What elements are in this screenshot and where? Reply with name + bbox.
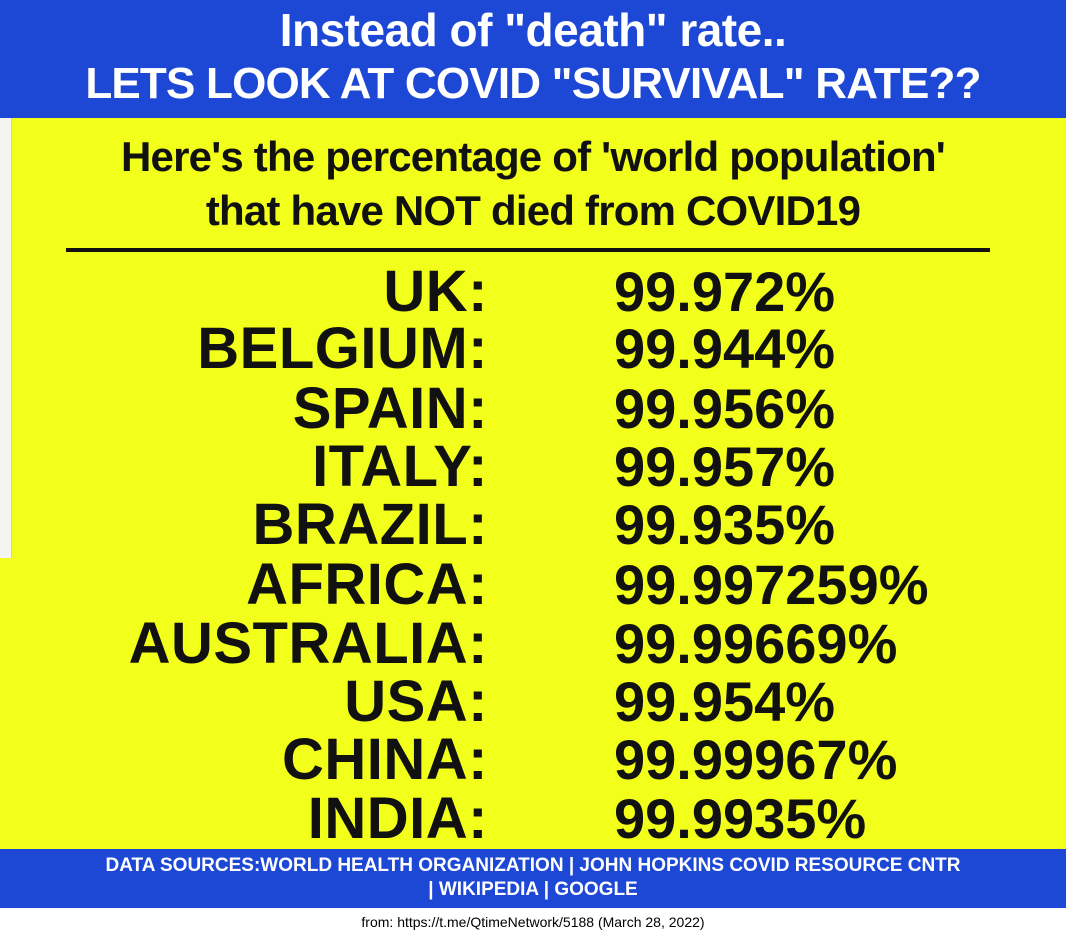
survival-rate: 99.935% xyxy=(614,493,836,556)
country-label: CHINA: xyxy=(282,727,488,792)
survival-rate: 99.956% xyxy=(614,377,836,440)
survival-rate: 99.972% xyxy=(614,260,836,323)
list-item: SPAIN: 99.956% xyxy=(0,379,1066,439)
survival-rate: 99.944% xyxy=(614,317,836,380)
header-band: Instead of "death" rate.. LETS LOOK AT C… xyxy=(0,0,1066,118)
subtitle-line-2: that have NOT died from COVID19 xyxy=(205,187,861,234)
list-item: AFRICA: 99.997259% xyxy=(0,555,1066,615)
source-caption: from: https://t.me/QtimeNetwork/5188 (Ma… xyxy=(361,914,705,930)
list-item: ITALY: 99.957% xyxy=(0,437,1066,497)
list-item: INDIA: 99.9935% xyxy=(0,789,1066,849)
list-item: BRAZIL: 99.935% xyxy=(0,495,1066,555)
survival-rate: 99.954% xyxy=(614,670,836,733)
country-label: AUSTRALIA: xyxy=(128,611,488,676)
country-label: BELGIUM: xyxy=(197,316,488,381)
survival-rate: 99.957% xyxy=(614,435,836,498)
country-label: AFRICA: xyxy=(246,552,488,617)
infographic: Instead of "death" rate.. LETS LOOK AT C… xyxy=(0,0,1066,908)
subtitle: Here's the percentage of 'world populati… xyxy=(0,130,1066,238)
survival-rate: 99.99967% xyxy=(614,728,898,791)
header-line-2: LETS LOOK AT COVID "SURVIVAL" RATE?? xyxy=(85,59,981,108)
country-label: SPAIN: xyxy=(292,376,488,441)
country-label: ITALY: xyxy=(312,434,488,499)
left-edge-strip xyxy=(0,118,12,558)
list-item: BELGIUM: 99.944% xyxy=(0,319,1066,379)
list-item: AUSTRALIA: 99.99669% xyxy=(0,614,1066,674)
country-label: INDIA: xyxy=(307,786,488,851)
subtitle-line-1: Here's the percentage of 'world populati… xyxy=(121,133,946,180)
list-item: UK: 99.972% xyxy=(0,262,1066,322)
country-label: UK: xyxy=(383,259,488,324)
survival-rate: 99.9935% xyxy=(614,787,867,850)
list-item: USA: 99.954% xyxy=(0,672,1066,732)
survival-rate: 99.997259% xyxy=(614,553,929,616)
header-line-1: Instead of "death" rate.. xyxy=(279,4,787,56)
subtitle-underline xyxy=(66,248,990,252)
country-label: BRAZIL: xyxy=(252,492,488,557)
sources-line-1: DATA SOURCES:WORLD HEALTH ORGANIZATION |… xyxy=(105,855,961,876)
sources-line-2: | WIKIPEDIA | GOOGLE xyxy=(428,879,638,900)
country-label: USA: xyxy=(344,669,488,734)
list-item: CHINA: 99.99967% xyxy=(0,730,1066,790)
sources-band: DATA SOURCES:WORLD HEALTH ORGANIZATION |… xyxy=(0,849,1066,908)
survival-rate: 99.99669% xyxy=(614,612,898,675)
